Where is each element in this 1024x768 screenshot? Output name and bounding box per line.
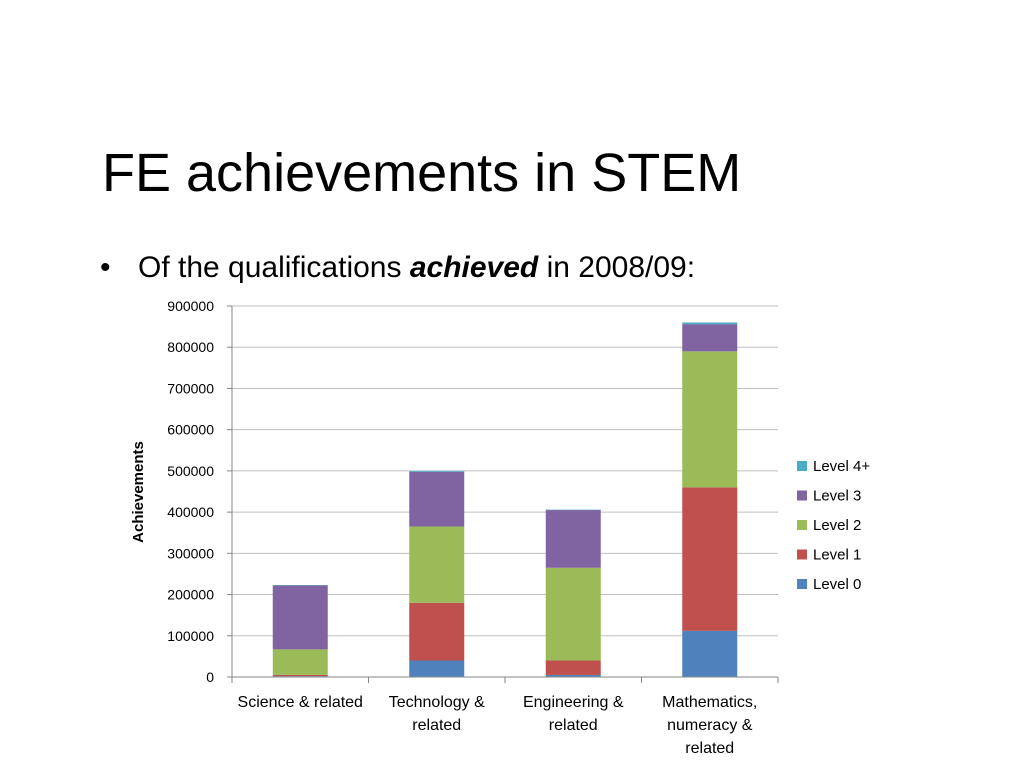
bar-level-2-technology-related (409, 526, 465, 603)
legend-swatch-level-0 (797, 579, 807, 589)
legend-swatch-level-1 (797, 549, 807, 560)
x-category-label: Technology & related (389, 694, 485, 734)
y-tick-label: 600000 (167, 422, 214, 438)
y-tick-label: 900000 (167, 298, 214, 314)
axes (227, 305, 779, 683)
x-category-label-line: Technology & (389, 694, 485, 711)
legend-label-level-3: Level 3 (813, 488, 861, 505)
bar-level-3-science-related (272, 585, 328, 650)
y-tick-label: 100000 (167, 628, 214, 644)
bar-level-3-mathematics-numeracy-related (682, 324, 738, 352)
bar-level-4-mathematics-numeracy-related (682, 322, 738, 325)
legend-swatch-level-3 (797, 490, 807, 501)
category-labels: Science & related Technology & relatedEngi… (238, 694, 758, 757)
x-category-label-line: numeracy & (667, 717, 753, 734)
y-tick-label: 500000 (167, 463, 214, 479)
x-category-label-line: related (549, 717, 598, 734)
legend-label-level-2: Level 2 (813, 517, 861, 534)
x-category-label-line: related (685, 740, 734, 757)
legend-swatch-level-4 (797, 461, 807, 471)
bar-level-2-engineering-related (545, 567, 601, 661)
bar-level-2-science-related (272, 649, 328, 675)
x-category-label-line: Science & related (238, 694, 363, 711)
x-category-label-line: Mathematics, (662, 694, 757, 711)
bar-level-1-engineering-related (545, 660, 601, 675)
x-category-label-line: related (412, 717, 461, 734)
x-category-label-line: Engineering & (523, 694, 624, 711)
bar-level-0-engineering-related (545, 674, 601, 677)
bar-level-0-mathematics-numeracy-related (682, 630, 738, 677)
bar-level-1-technology-related (409, 602, 465, 661)
x-category-label: Mathematics, numeracy & related (662, 694, 757, 757)
y-tick-label: 200000 (167, 587, 214, 603)
bars (272, 322, 738, 677)
legend-swatch-level-2 (797, 520, 807, 530)
bar-level-4-technology-related (409, 470, 465, 472)
bullet-line: • Of the qualifications achieved in 2008/… (100, 250, 695, 286)
bar-level-2-mathematics-numeracy-related (682, 351, 738, 488)
legend-label-level-0: Level 0 (813, 576, 861, 593)
legend-label-level-4: Level 4+ (813, 458, 870, 475)
bar-level-1-mathematics-numeracy-related (682, 487, 738, 631)
x-category-label: Engineering & related (523, 694, 624, 734)
bar-level-3-engineering-related (545, 510, 601, 568)
y-tick-labels: 0 100000 200000 300000 400000 500000 600000 700… (167, 298, 214, 685)
y-tick-label: 400000 (167, 504, 214, 520)
bullet-emphasis: achieved (409, 251, 539, 284)
y-tick-label: 0 (206, 669, 214, 685)
y-tick-label: 700000 (167, 380, 214, 396)
x-category-label: Science & related (238, 694, 363, 711)
y-axis-title: Achievements (130, 441, 147, 543)
bar-level-0-technology-related (409, 660, 465, 677)
slide-title: FE achievements in STEM (102, 143, 742, 203)
bullet-prefix: Of the qualifications (138, 251, 410, 284)
legend: Level 4+ Level 3 Level 2 Level 1 Level 0 (797, 458, 870, 593)
bullet-suffix: in 2008/09: (538, 251, 696, 284)
legend-label-level-1: Level 1 (813, 547, 861, 564)
bar-level-1-science-related (272, 674, 328, 677)
bar-level-3-technology-related (409, 471, 465, 527)
y-tick-label: 800000 (167, 339, 214, 355)
y-tick-label: 300000 (167, 545, 214, 561)
bullet-symbol: • (100, 251, 111, 284)
